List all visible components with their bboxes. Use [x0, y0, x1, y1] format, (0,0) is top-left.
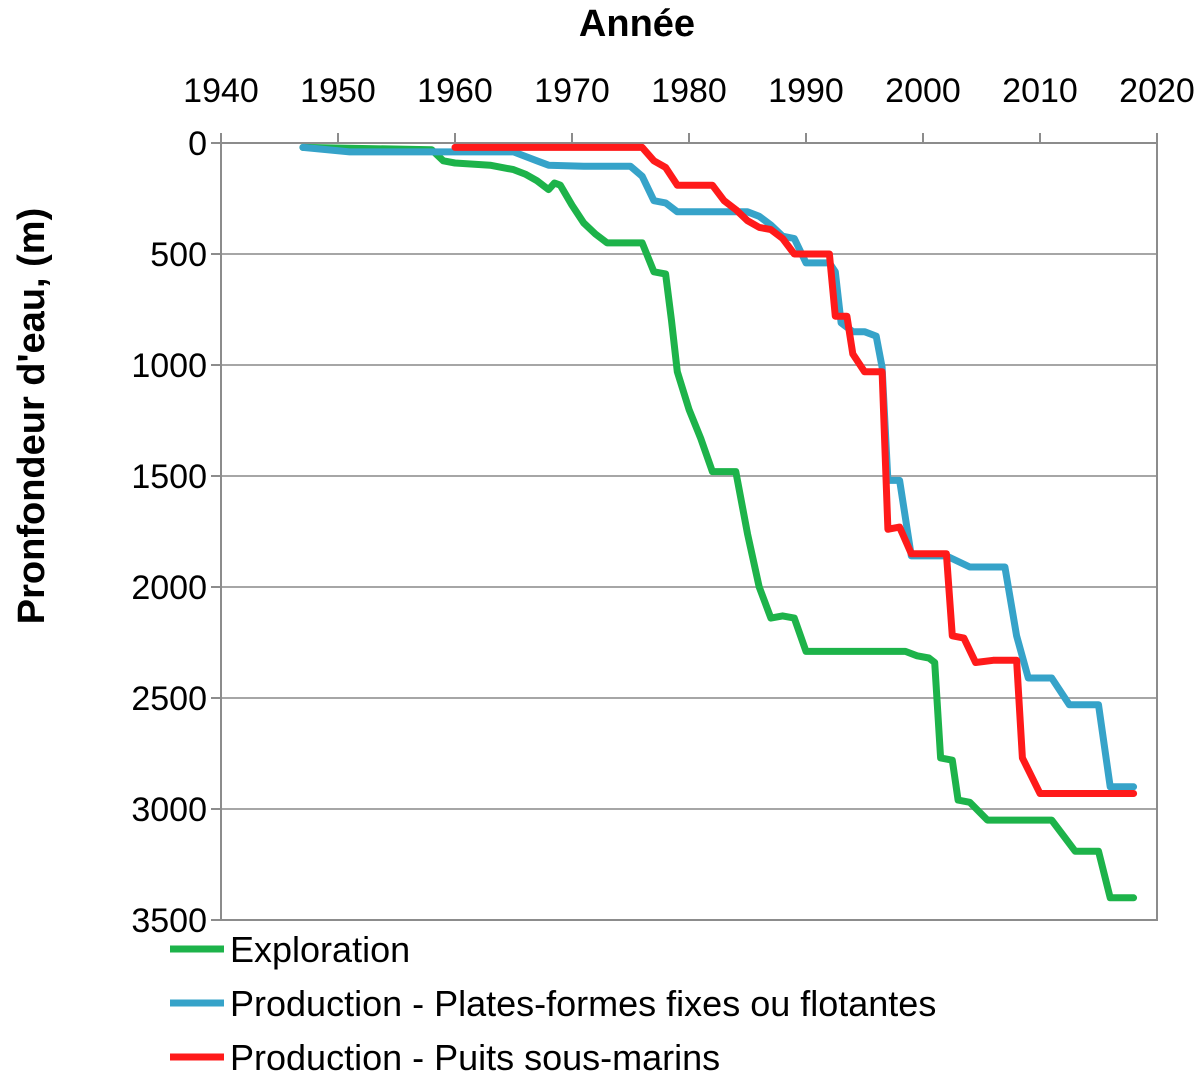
series-lines — [299, 143, 1138, 902]
y-tick-label: 0 — [188, 125, 207, 163]
x-tick-label: 2000 — [885, 72, 961, 110]
x-tick-label: 1970 — [534, 72, 610, 110]
y-tick-labels: 0 500 1000 1500 2000 2500 3000 3500 — [131, 125, 221, 940]
x-tick-label: 2010 — [1002, 72, 1078, 110]
legend-label-1: Exploration — [230, 929, 410, 970]
legend: Exploration Production - Plates-formes fi… — [170, 929, 936, 1076]
x-tick-label: 1960 — [417, 72, 493, 110]
x-tick-label: 1990 — [768, 72, 844, 110]
plot-area — [220, 142, 1158, 921]
y-tick-label: 3500 — [131, 902, 207, 940]
gridlines — [221, 253, 1157, 810]
x-axis-title: Année — [579, 3, 695, 45]
legend-label-2: Production - Plates-formes fixes ou flot… — [230, 983, 936, 1024]
series-line-3 — [451, 143, 1138, 797]
y-tick-label: 500 — [150, 236, 207, 274]
y-tick-label: 3000 — [131, 791, 207, 829]
y-tick-label: 1500 — [131, 458, 207, 496]
x-tick-label: 1950 — [300, 72, 376, 110]
series-line-2 — [299, 143, 1138, 791]
y-tick-label: 1000 — [131, 347, 207, 385]
x-tick-labels: 1940 1950 1960 1970 1980 1990 2000 2010 2020 — [183, 72, 1195, 143]
x-tick-label: 1940 — [183, 72, 259, 110]
x-tick-label: 2020 — [1119, 72, 1195, 110]
x-tick-label: 1980 — [651, 72, 727, 110]
y-tick-label: 2000 — [131, 569, 207, 607]
series-line-1 — [299, 143, 1138, 902]
y-axis-title: Pronfondeur d'eau, (m) — [11, 208, 53, 624]
y-tick-label: 2500 — [131, 680, 207, 718]
legend-label-3: Production - Puits sous-marins — [230, 1037, 720, 1076]
